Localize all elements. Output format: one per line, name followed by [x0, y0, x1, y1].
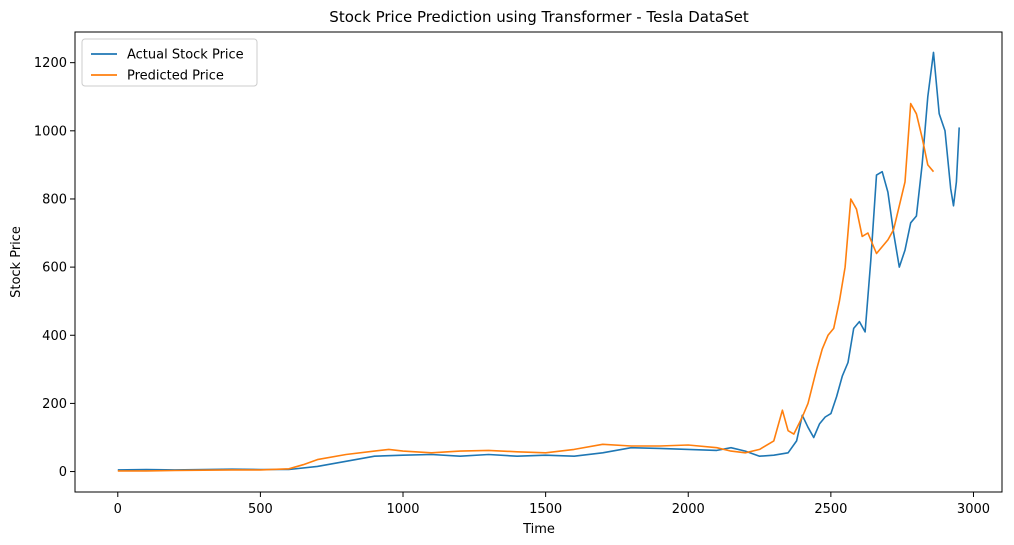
y-tick-label: 1000 [34, 124, 67, 139]
y-tick-label: 0 [59, 465, 67, 480]
legend-label-1: Actual Stock Price [127, 48, 244, 63]
y-tick-label: 1200 [34, 56, 67, 71]
y-axis-title: Stock Price [9, 226, 24, 298]
plot-area: 0 500 1000 1500 2000 2500 3000 0 200 400 600 800 100… [34, 31, 1003, 517]
y-tick-label: 200 [42, 397, 67, 412]
chart-title: Stock Price Prediction using Transformer… [329, 8, 749, 26]
x-tick-label: 2000 [672, 502, 705, 517]
x-tick-label: 3000 [957, 502, 990, 517]
series-line-2 [117, 102, 935, 472]
y-tick-label: 800 [42, 192, 67, 207]
y-tick-label: 400 [42, 329, 67, 344]
x-tick-label: 1000 [386, 502, 419, 517]
x-tick-label: 0 [114, 502, 122, 517]
legend-box [81, 38, 258, 87]
x-axis-title: Time [522, 522, 555, 537]
y-tick-label: 600 [42, 261, 67, 276]
x-tick-label: 1500 [529, 502, 562, 517]
axes-frame [74, 31, 1003, 493]
x-tick-label: 2500 [814, 502, 847, 517]
legend-label-2: Predicted Price [127, 69, 224, 84]
x-tick-label: 500 [248, 502, 273, 517]
series-line-1 [117, 51, 960, 471]
